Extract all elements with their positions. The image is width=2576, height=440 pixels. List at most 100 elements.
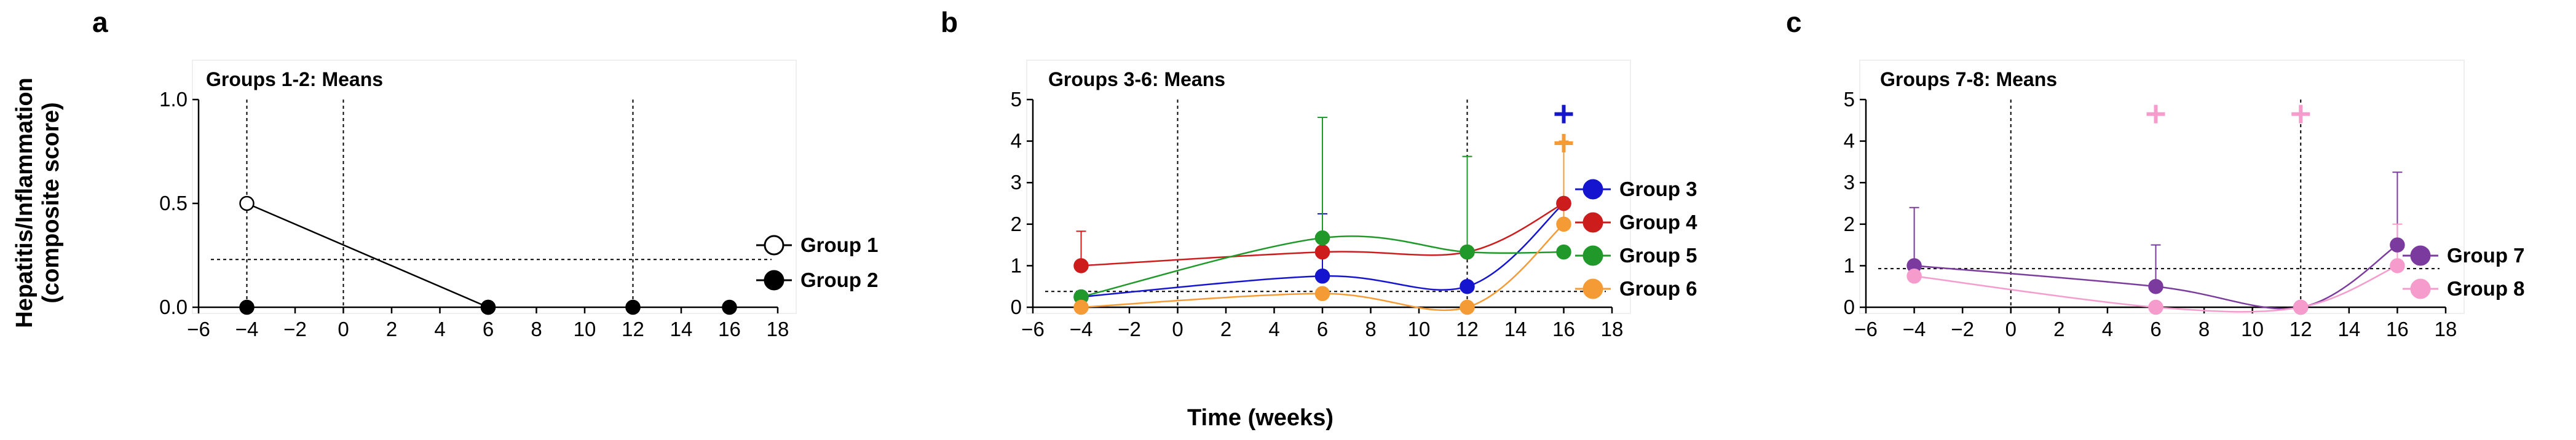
data-point: [722, 299, 737, 315]
y-tick-label: 0.0: [159, 296, 188, 318]
data-point: [1073, 299, 1089, 315]
series-line-group-5: [1081, 235, 1564, 298]
legend-label: Group 8: [2447, 277, 2525, 300]
panel-title: Groups 1-2: Means: [206, 68, 383, 90]
legend-marker: [764, 270, 784, 291]
x-tick-label: 0: [1172, 318, 1183, 340]
legend-label: Group 5: [1619, 244, 1697, 267]
data-point: [1314, 286, 1330, 301]
y-tick-label: 2: [1011, 213, 1022, 235]
data-point: [625, 299, 641, 315]
y-tick-label: 0: [1011, 296, 1022, 318]
x-tick-label: −6: [1854, 318, 1878, 340]
x-tick-label: −6: [187, 318, 210, 340]
panel-letter: a: [92, 6, 108, 38]
y-tick-label: 0.5: [159, 192, 188, 214]
x-tick-label: 12: [622, 318, 644, 340]
x-tick-label: 4: [434, 318, 445, 340]
y-tick-label: 5: [1011, 88, 1022, 111]
plot-frame: [1026, 60, 1631, 314]
y-tick-label: 4: [1844, 130, 1855, 152]
legend-marker: [1582, 278, 1603, 299]
x-tick-label: −4: [235, 318, 259, 340]
x-tick-label: 2: [2053, 318, 2064, 340]
x-tick-label: 16: [1552, 318, 1575, 340]
legend-marker: [2410, 245, 2431, 266]
x-tick-label: −4: [1903, 318, 1926, 340]
plot-frame: [1859, 60, 2465, 314]
y-tick-label: 3: [1844, 171, 1855, 194]
x-tick-label: 16: [718, 318, 741, 340]
panel-title: Groups 3-6: Means: [1048, 68, 1225, 90]
panel-a: a Groups 1-2: Means −6 −4 −2 0 2 4 6 8 10 12 14 16 18 0…: [92, 6, 879, 340]
data-point: [1314, 269, 1330, 284]
x-tick-label: 18: [767, 318, 789, 340]
x-tick-label: 14: [670, 318, 693, 340]
x-tick-label: −2: [283, 318, 307, 340]
panel-letter: b: [941, 6, 958, 38]
legend-label: Group 1: [800, 234, 879, 256]
data-point: [1460, 278, 1475, 294]
y-axis-title-line1: Hepatitis/Inflammation: [12, 77, 38, 328]
y-tick-label: 5: [1844, 88, 1855, 111]
data-point: [1556, 195, 1571, 211]
data-point: [2148, 299, 2163, 315]
series-line-group-7: [1914, 244, 2398, 310]
x-tick-label: 4: [1268, 318, 1279, 340]
x-tick-label: 14: [2337, 318, 2360, 340]
x-tick-label: 2: [386, 318, 397, 340]
x-tick-label: 12: [2290, 318, 2312, 340]
data-point: [1314, 230, 1330, 246]
x-tick-label: 12: [1456, 318, 1479, 340]
x-tick-label: 6: [483, 318, 494, 340]
y-axis-title-line2: (composite score): [38, 102, 64, 303]
x-tick-label: −4: [1070, 318, 1093, 340]
legend-marker: [1582, 179, 1603, 200]
x-tick-label: 10: [2241, 318, 2264, 340]
x-tick-label: 8: [2199, 318, 2210, 340]
legend-label: Group 6: [1619, 277, 1697, 300]
x-tick-label: 8: [531, 318, 542, 340]
legend-label: Group 3: [1619, 178, 1697, 200]
x-tick-label: 10: [1408, 318, 1431, 340]
data-point: [1460, 299, 1475, 315]
legend-marker: [2410, 278, 2431, 299]
x-tick-label: 16: [2386, 318, 2409, 340]
x-tick-label: 6: [1317, 318, 1328, 340]
y-tick-label: 1: [1011, 254, 1022, 277]
y-tick-label: 1: [1844, 254, 1855, 277]
x-tick-label: 2: [1220, 318, 1231, 340]
data-point: [1314, 244, 1330, 260]
legend-marker: [1582, 245, 1603, 266]
x-tick-label: 14: [1504, 318, 1527, 340]
plot-frame: [192, 60, 797, 314]
data-point: [1556, 244, 1571, 260]
data-point: [1556, 216, 1571, 232]
series-line-group-8: [1914, 265, 2398, 313]
data-point: [2390, 258, 2405, 273]
data-point: [2293, 299, 2309, 315]
y-tick-label: 3: [1011, 171, 1022, 194]
legend-marker: [764, 235, 784, 256]
data-point: [239, 195, 255, 211]
data-point: [1460, 244, 1475, 260]
legend-label: Group 4: [1619, 211, 1697, 234]
y-tick-label: 4: [1011, 130, 1022, 152]
x-tick-label: −6: [1021, 318, 1045, 340]
panel-letter: c: [1786, 6, 1802, 38]
legend-label: Group 2: [800, 269, 879, 291]
x-tick-label: −2: [1951, 318, 1974, 340]
x-tick-label: 18: [1601, 318, 1624, 340]
series-line-group-1: [247, 202, 489, 308]
x-tick-label: 0: [2005, 318, 2017, 340]
data-point: [2390, 237, 2405, 253]
data-point: [480, 299, 496, 315]
x-tick-label: 6: [2150, 318, 2161, 340]
x-tick-label: 4: [2102, 318, 2113, 340]
y-tick-label: 2: [1844, 213, 1855, 235]
x-tick-label: 10: [574, 318, 596, 340]
series-line-group-6: [1081, 223, 1565, 312]
